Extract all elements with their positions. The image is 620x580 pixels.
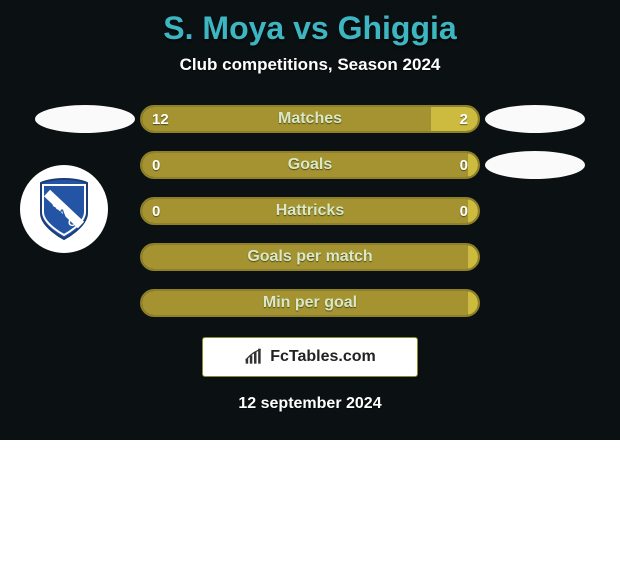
stat-value-right: 2 — [460, 111, 468, 128]
stat-bar: Goals per match — [140, 243, 480, 271]
stat-row: Goals per match — [0, 241, 620, 273]
bar-segment-left — [142, 245, 468, 269]
stat-value-right: 0 — [460, 203, 468, 220]
page-title: S. Moya vs Ghiggia — [0, 10, 620, 47]
date-text: 12 september 2024 — [0, 395, 620, 413]
bar-segment-left: 12 — [142, 107, 431, 131]
bar-segment-right: 0 — [468, 153, 478, 177]
bar-segment-right — [468, 291, 478, 315]
stat-value-left: 0 — [152, 157, 160, 174]
svg-text:A: A — [58, 208, 66, 220]
brand-text: FcTables.com — [270, 348, 376, 366]
stat-row: 122Matches — [0, 103, 620, 135]
player-badge-left — [35, 105, 135, 133]
stat-value-left: 0 — [152, 203, 160, 220]
stat-bar: 122Matches — [140, 105, 480, 133]
stat-row: Min per goal — [0, 287, 620, 319]
side-right — [480, 151, 590, 179]
stat-bar: Min per goal — [140, 289, 480, 317]
player-badge-right — [485, 151, 585, 179]
side-right — [480, 105, 590, 133]
bar-segment-right: 2 — [431, 107, 478, 131]
bar-segment-left — [142, 291, 468, 315]
svg-text:C: C — [68, 217, 76, 229]
stat-value-right: 0 — [460, 157, 468, 174]
club-badge-left: Q A C — [20, 165, 108, 253]
club-shield-icon: Q A C — [35, 177, 93, 241]
bar-segment-right: 0 — [468, 199, 478, 223]
stat-value-left: 12 — [152, 111, 169, 128]
brand-badge[interactable]: FcTables.com — [202, 337, 418, 377]
subtitle: Club competitions, Season 2024 — [0, 55, 620, 75]
side-left — [30, 105, 140, 133]
bar-segment-left: 0 — [142, 153, 468, 177]
bar-segment-left: 0 — [142, 199, 468, 223]
bar-segment-right — [468, 245, 478, 269]
player-badge-right — [485, 105, 585, 133]
comparison-card: S. Moya vs Ghiggia Club competitions, Se… — [0, 0, 620, 440]
stat-bar: 00Hattricks — [140, 197, 480, 225]
bar-chart-icon — [244, 348, 264, 366]
stat-bar: 00Goals — [140, 151, 480, 179]
